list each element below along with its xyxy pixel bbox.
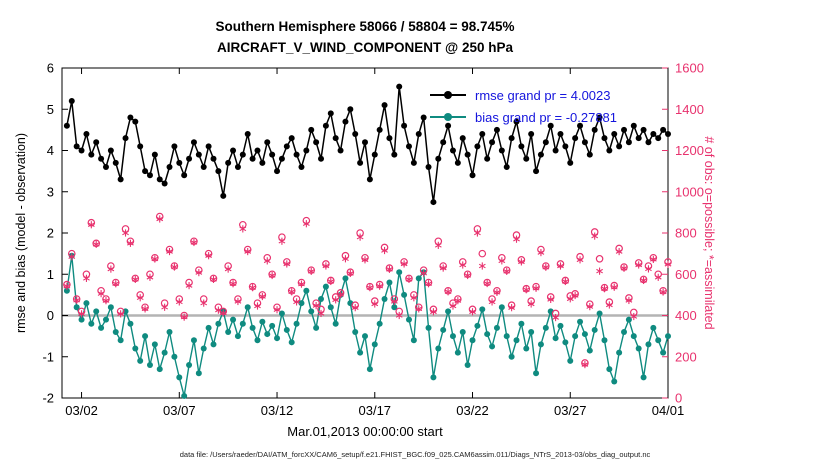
x-axis-label: Mar.01,2013 00:00:00 start (287, 424, 443, 439)
svg-text:400: 400 (675, 308, 697, 323)
svg-text:-2: -2 (42, 391, 54, 406)
svg-text:03/17: 03/17 (359, 403, 392, 418)
svg-text:600: 600 (675, 267, 697, 282)
svg-text:1: 1 (47, 267, 54, 282)
rmse-marker-icon (444, 91, 452, 99)
svg-text:2: 2 (47, 226, 54, 241)
bias-marker-icon (444, 113, 452, 121)
svg-text:03/12: 03/12 (261, 403, 294, 418)
svg-text:800: 800 (675, 226, 697, 241)
svg-text:3: 3 (47, 184, 54, 199)
svg-text:1000: 1000 (675, 184, 704, 199)
svg-text:03/22: 03/22 (456, 403, 489, 418)
legend-bias-sample (430, 113, 466, 121)
svg-text:03/02: 03/02 (65, 403, 98, 418)
svg-text:200: 200 (675, 349, 697, 364)
chart-title: Southern Hemisphere 58066 / 58804 = 98.7… (62, 16, 668, 58)
legend-item-rmse: rmse grand pr = 4.0023 (430, 84, 617, 106)
svg-text:03/27: 03/27 (554, 403, 587, 418)
svg-text:1400: 1400 (675, 102, 704, 117)
data-file-path: data file: /Users/raeder/DAI/ATM_forcXX/… (179, 450, 651, 459)
svg-text:03/07: 03/07 (163, 403, 196, 418)
svg-text:1200: 1200 (675, 143, 704, 158)
svg-text:4: 4 (47, 143, 54, 158)
svg-text:1600: 1600 (675, 61, 704, 76)
legend: rmse grand pr = 4.0023 bias grand pr = -… (430, 84, 617, 128)
chart-title-line1: Southern Hemisphere 58066 / 58804 = 98.7… (215, 19, 515, 34)
legend-rmse-label: rmse grand pr = 4.0023 (475, 87, 611, 103)
svg-text:0: 0 (47, 308, 54, 323)
svg-text:04/01: 04/01 (652, 403, 685, 418)
legend-bias-label: bias grand pr = -0.27881 (475, 109, 618, 125)
svg-text:5: 5 (47, 102, 54, 117)
legend-item-bias: bias grand pr = -0.27881 (430, 106, 617, 128)
svg-text:6: 6 (47, 61, 54, 76)
legend-rmse-sample (430, 91, 466, 99)
chart-title-line2: AIRCRAFT_V_WIND_COMPONENT @ 250 hPa (217, 40, 513, 55)
svg-text:-1: -1 (42, 349, 54, 364)
svg-text:0: 0 (675, 391, 682, 406)
